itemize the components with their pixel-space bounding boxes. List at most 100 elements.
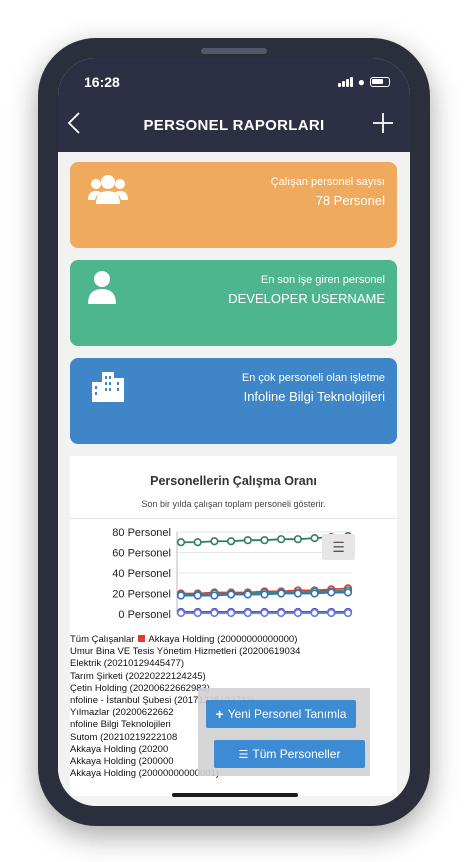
- y-tick-label: 60 Personel: [112, 548, 171, 560]
- data-point[interactable]: [210, 608, 219, 618]
- status-icons: ●: [337, 75, 390, 89]
- new-personnel-label: Yeni Personel Tanımla: [227, 707, 347, 721]
- data-point[interactable]: [277, 589, 286, 598]
- status-time: 16:28: [84, 74, 120, 90]
- legend-item[interactable]: Tüm Çalışanlar Akkaya Holding (2000000000…: [70, 634, 397, 646]
- data-point[interactable]: [293, 535, 302, 544]
- data-point[interactable]: [243, 608, 252, 618]
- legend-item[interactable]: nfoline - İstanbul Şubesi (2017122810273…: [70, 695, 397, 707]
- employee-count-value: 78 Personel: [315, 193, 385, 208]
- chart-divider: [70, 518, 397, 519]
- page-title: PERSONEL RAPORLARI: [143, 116, 325, 134]
- data-point[interactable]: [310, 589, 319, 598]
- content-area: Çalışan personel sayısı 78 Personel En s…: [58, 152, 410, 806]
- all-personnel-button[interactable]: ☰ Tüm Personeller: [214, 740, 365, 768]
- home-indicator: [172, 793, 298, 797]
- data-point[interactable]: [243, 590, 252, 599]
- legend-label: Akkaya Holding (20200: [70, 743, 169, 755]
- add-button[interactable]: [368, 108, 398, 138]
- newest-employee-label: En son işe giren personel: [260, 274, 385, 286]
- legend-item[interactable]: Çetin Holding (20200622662983): [70, 683, 397, 695]
- legend-label: Akkaya Holding (200000: [70, 755, 174, 767]
- legend-label: Akkaya Holding (20000000000000): [148, 634, 298, 645]
- legend-label: Tarım Şirketi (20220222124245): [70, 670, 206, 682]
- wifi-icon: ●: [357, 75, 365, 89]
- data-point[interactable]: [193, 608, 202, 618]
- legend-label: Yılmazlar (20200622662: [70, 707, 174, 719]
- legend-item[interactable]: Akkaya Holding (20200: [70, 744, 397, 756]
- back-button[interactable]: [66, 110, 96, 140]
- legend-item[interactable]: Akkaya Holding (200000: [70, 756, 397, 768]
- status-bar: 16:28 ●: [58, 58, 410, 98]
- data-point[interactable]: [327, 588, 336, 597]
- data-point[interactable]: [193, 591, 202, 600]
- data-point[interactable]: [227, 590, 236, 599]
- data-point[interactable]: [343, 608, 353, 618]
- data-point[interactable]: [176, 591, 186, 600]
- legend-item[interactable]: Tarım Şirketi (20220222124245): [70, 671, 397, 683]
- data-point[interactable]: [260, 590, 269, 599]
- user-icon: [88, 271, 116, 304]
- data-point[interactable]: [293, 608, 302, 618]
- top-company-label: En çok personeli olan işletme: [241, 372, 385, 384]
- legend-label: nfoline - İstanbul Şubesi (2017122810273…: [70, 694, 255, 706]
- y-tick-label: 40 Personel: [112, 568, 171, 580]
- legend-item[interactable]: Elektrik (20210129445477): [70, 658, 397, 670]
- y-tick-label: 0 Personel: [118, 609, 171, 621]
- app-screen: 16:28 ● PERSONEL RAPORLARI: [58, 58, 410, 806]
- legend-item[interactable]: nfoline Bilgi Teknolojileri: [70, 719, 397, 731]
- data-point[interactable]: [227, 608, 236, 618]
- new-personnel-button[interactable]: + Yeni Personel Tanımla: [206, 700, 356, 728]
- data-point[interactable]: [260, 536, 269, 545]
- data-point[interactable]: [293, 589, 302, 598]
- legend-item[interactable]: Akkaya Holding (20000000000001): [70, 768, 397, 780]
- speaker-notch: [201, 48, 267, 54]
- newest-employee-value: DEVELOPER USERNAME: [228, 291, 385, 306]
- chart-title: Personellerin Çalışma Oranı: [150, 474, 317, 488]
- plus-icon: +: [215, 706, 224, 722]
- data-point[interactable]: [193, 538, 202, 547]
- data-point[interactable]: [210, 591, 219, 600]
- employee-count-card[interactable]: Çalışan personel sayısı 78 Personel: [70, 162, 397, 248]
- list-icon: ☰: [238, 748, 249, 761]
- newest-employee-card[interactable]: En son işe giren personel DEVELOPER USER…: [70, 260, 397, 346]
- data-point[interactable]: [176, 538, 186, 547]
- legend-label: Çetin Holding (20200622662983): [70, 682, 210, 694]
- chart-legend: Tüm Çalışanlar Akkaya Holding (2000000000…: [70, 634, 397, 780]
- legend-marker: [138, 635, 146, 642]
- legend-item[interactable]: Yılmazlar (20200622662: [70, 707, 397, 719]
- battery-icon: [370, 77, 390, 87]
- data-point[interactable]: [343, 588, 353, 597]
- data-point[interactable]: [227, 537, 236, 546]
- chevron-left-icon: [67, 112, 80, 134]
- buildings-icon: [92, 372, 124, 402]
- users-icon: [88, 175, 128, 204]
- navigation-bar: PERSONEL RAPORLARI: [58, 98, 410, 152]
- line-chart: 80 Personel 60 Personel 40 Personel 20 Pers…: [112, 527, 353, 621]
- chart-subtitle: Son bir yılda çalışan toplam personeli g…: [141, 499, 326, 509]
- legend-label: Umur Bina VE Tesis Yönetim Hizmetleri (2…: [70, 646, 301, 658]
- legend-item[interactable]: Sutom (20210219222108: [70, 732, 397, 744]
- data-point[interactable]: [210, 537, 219, 546]
- legend-label: Elektrik (20210129445477): [70, 658, 185, 670]
- y-tick-label: 80 Personel: [112, 527, 171, 539]
- data-point[interactable]: [277, 535, 286, 544]
- signal-icon: [337, 77, 353, 87]
- data-point[interactable]: [260, 608, 269, 618]
- plus-icon: [373, 113, 393, 133]
- legend-item[interactable]: Umur Bina VE Tesis Yönetim Hizmetleri (2…: [70, 646, 397, 658]
- chart-menu-button[interactable]: ☰: [322, 534, 355, 560]
- y-tick-label: 20 Personel: [112, 589, 171, 601]
- legend-label: Sutom (20210219222108: [70, 731, 178, 743]
- data-point[interactable]: [310, 534, 319, 543]
- data-point[interactable]: [310, 608, 319, 618]
- data-point[interactable]: [243, 536, 252, 545]
- data-point[interactable]: [327, 608, 336, 618]
- employee-count-label: Çalışan personel sayısı: [270, 176, 385, 188]
- hamburger-menu-icon: ☰: [332, 539, 345, 555]
- data-point[interactable]: [277, 608, 286, 618]
- top-company-card[interactable]: En çok personeli olan işletme Infoline B…: [70, 358, 397, 444]
- legend-label: Akkaya Holding (20000000000001): [70, 768, 219, 780]
- data-point[interactable]: [176, 608, 186, 618]
- all-personnel-label: Tüm Personeller: [252, 747, 341, 761]
